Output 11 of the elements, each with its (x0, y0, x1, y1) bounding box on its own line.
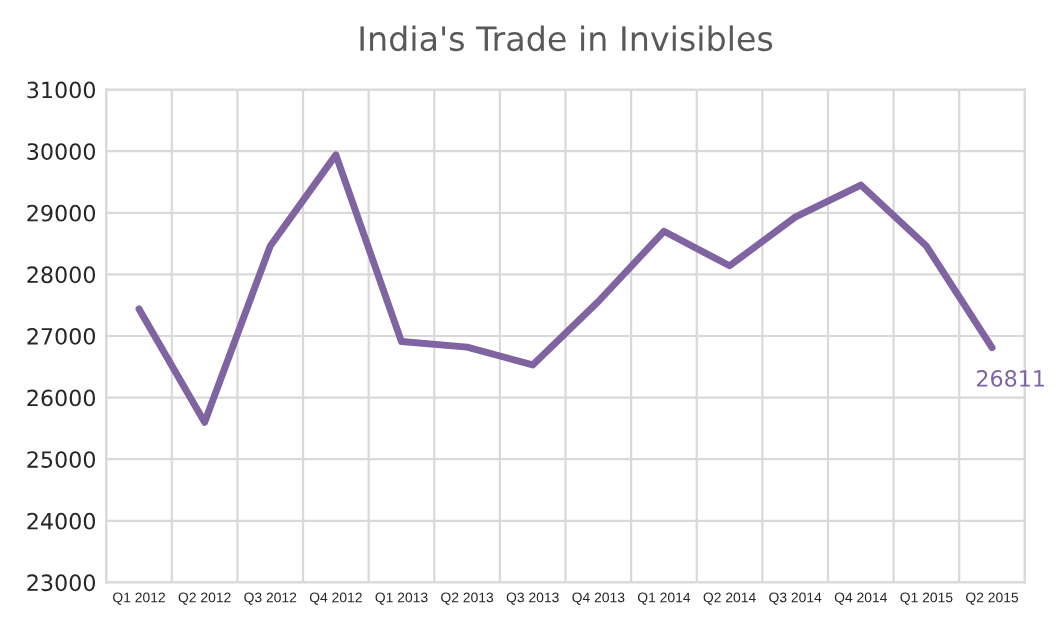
y-tick-label: 25000 (27, 451, 95, 468)
y-tick-label: 24000 (27, 512, 95, 530)
chart-title: India's Trade in Invisibles (360, 25, 773, 52)
y-tick-label: 28000 (27, 266, 95, 284)
y-tick-label: 23000 (27, 574, 95, 592)
y-tick-label: 29000 (27, 204, 95, 222)
data-label: 26811 (976, 370, 1044, 387)
y-tick-label: 26000 (27, 389, 95, 407)
y-tick-label: 30000 (27, 143, 95, 160)
y-tick-label: 27000 (27, 327, 95, 345)
y-tick-label: 31000 (27, 81, 95, 99)
